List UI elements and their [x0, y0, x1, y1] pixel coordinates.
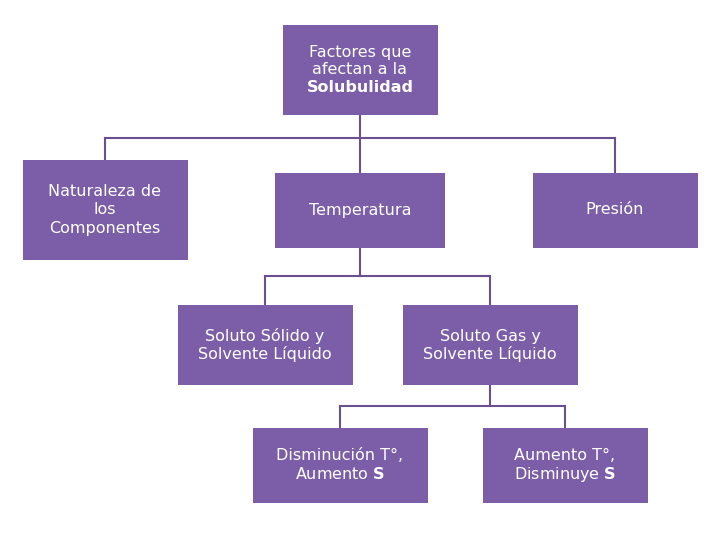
- Text: Temperatura: Temperatura: [309, 202, 411, 218]
- FancyBboxPatch shape: [253, 428, 428, 503]
- FancyBboxPatch shape: [482, 428, 647, 503]
- Text: Disminuye $\mathbf{S}$: Disminuye $\mathbf{S}$: [514, 464, 616, 483]
- FancyBboxPatch shape: [178, 305, 353, 385]
- Text: Aumento T°,: Aumento T°,: [514, 449, 616, 463]
- Text: Solvente Líquido: Solvente Líquido: [423, 346, 557, 362]
- FancyBboxPatch shape: [282, 25, 438, 115]
- FancyBboxPatch shape: [402, 305, 577, 385]
- Text: Componentes: Componentes: [50, 220, 161, 235]
- FancyBboxPatch shape: [275, 172, 445, 247]
- Text: los: los: [94, 202, 116, 218]
- Text: Disminución T°,: Disminución T°,: [276, 449, 404, 463]
- Text: Soluto Sólido y: Soluto Sólido y: [205, 328, 325, 344]
- Text: Solubulidad: Solubulidad: [307, 80, 413, 96]
- Text: Solvente Líquido: Solvente Líquido: [198, 346, 332, 362]
- Text: Soluto Gas y: Soluto Gas y: [440, 328, 541, 343]
- Text: Aumento $\mathbf{S}$: Aumento $\mathbf{S}$: [295, 466, 385, 482]
- Text: afectan a la: afectan a la: [312, 63, 408, 78]
- FancyBboxPatch shape: [533, 172, 698, 247]
- FancyBboxPatch shape: [22, 160, 187, 260]
- Text: Factores que: Factores que: [309, 44, 411, 59]
- Text: Presión: Presión: [586, 202, 644, 218]
- Text: Naturaleza de: Naturaleza de: [48, 185, 161, 199]
